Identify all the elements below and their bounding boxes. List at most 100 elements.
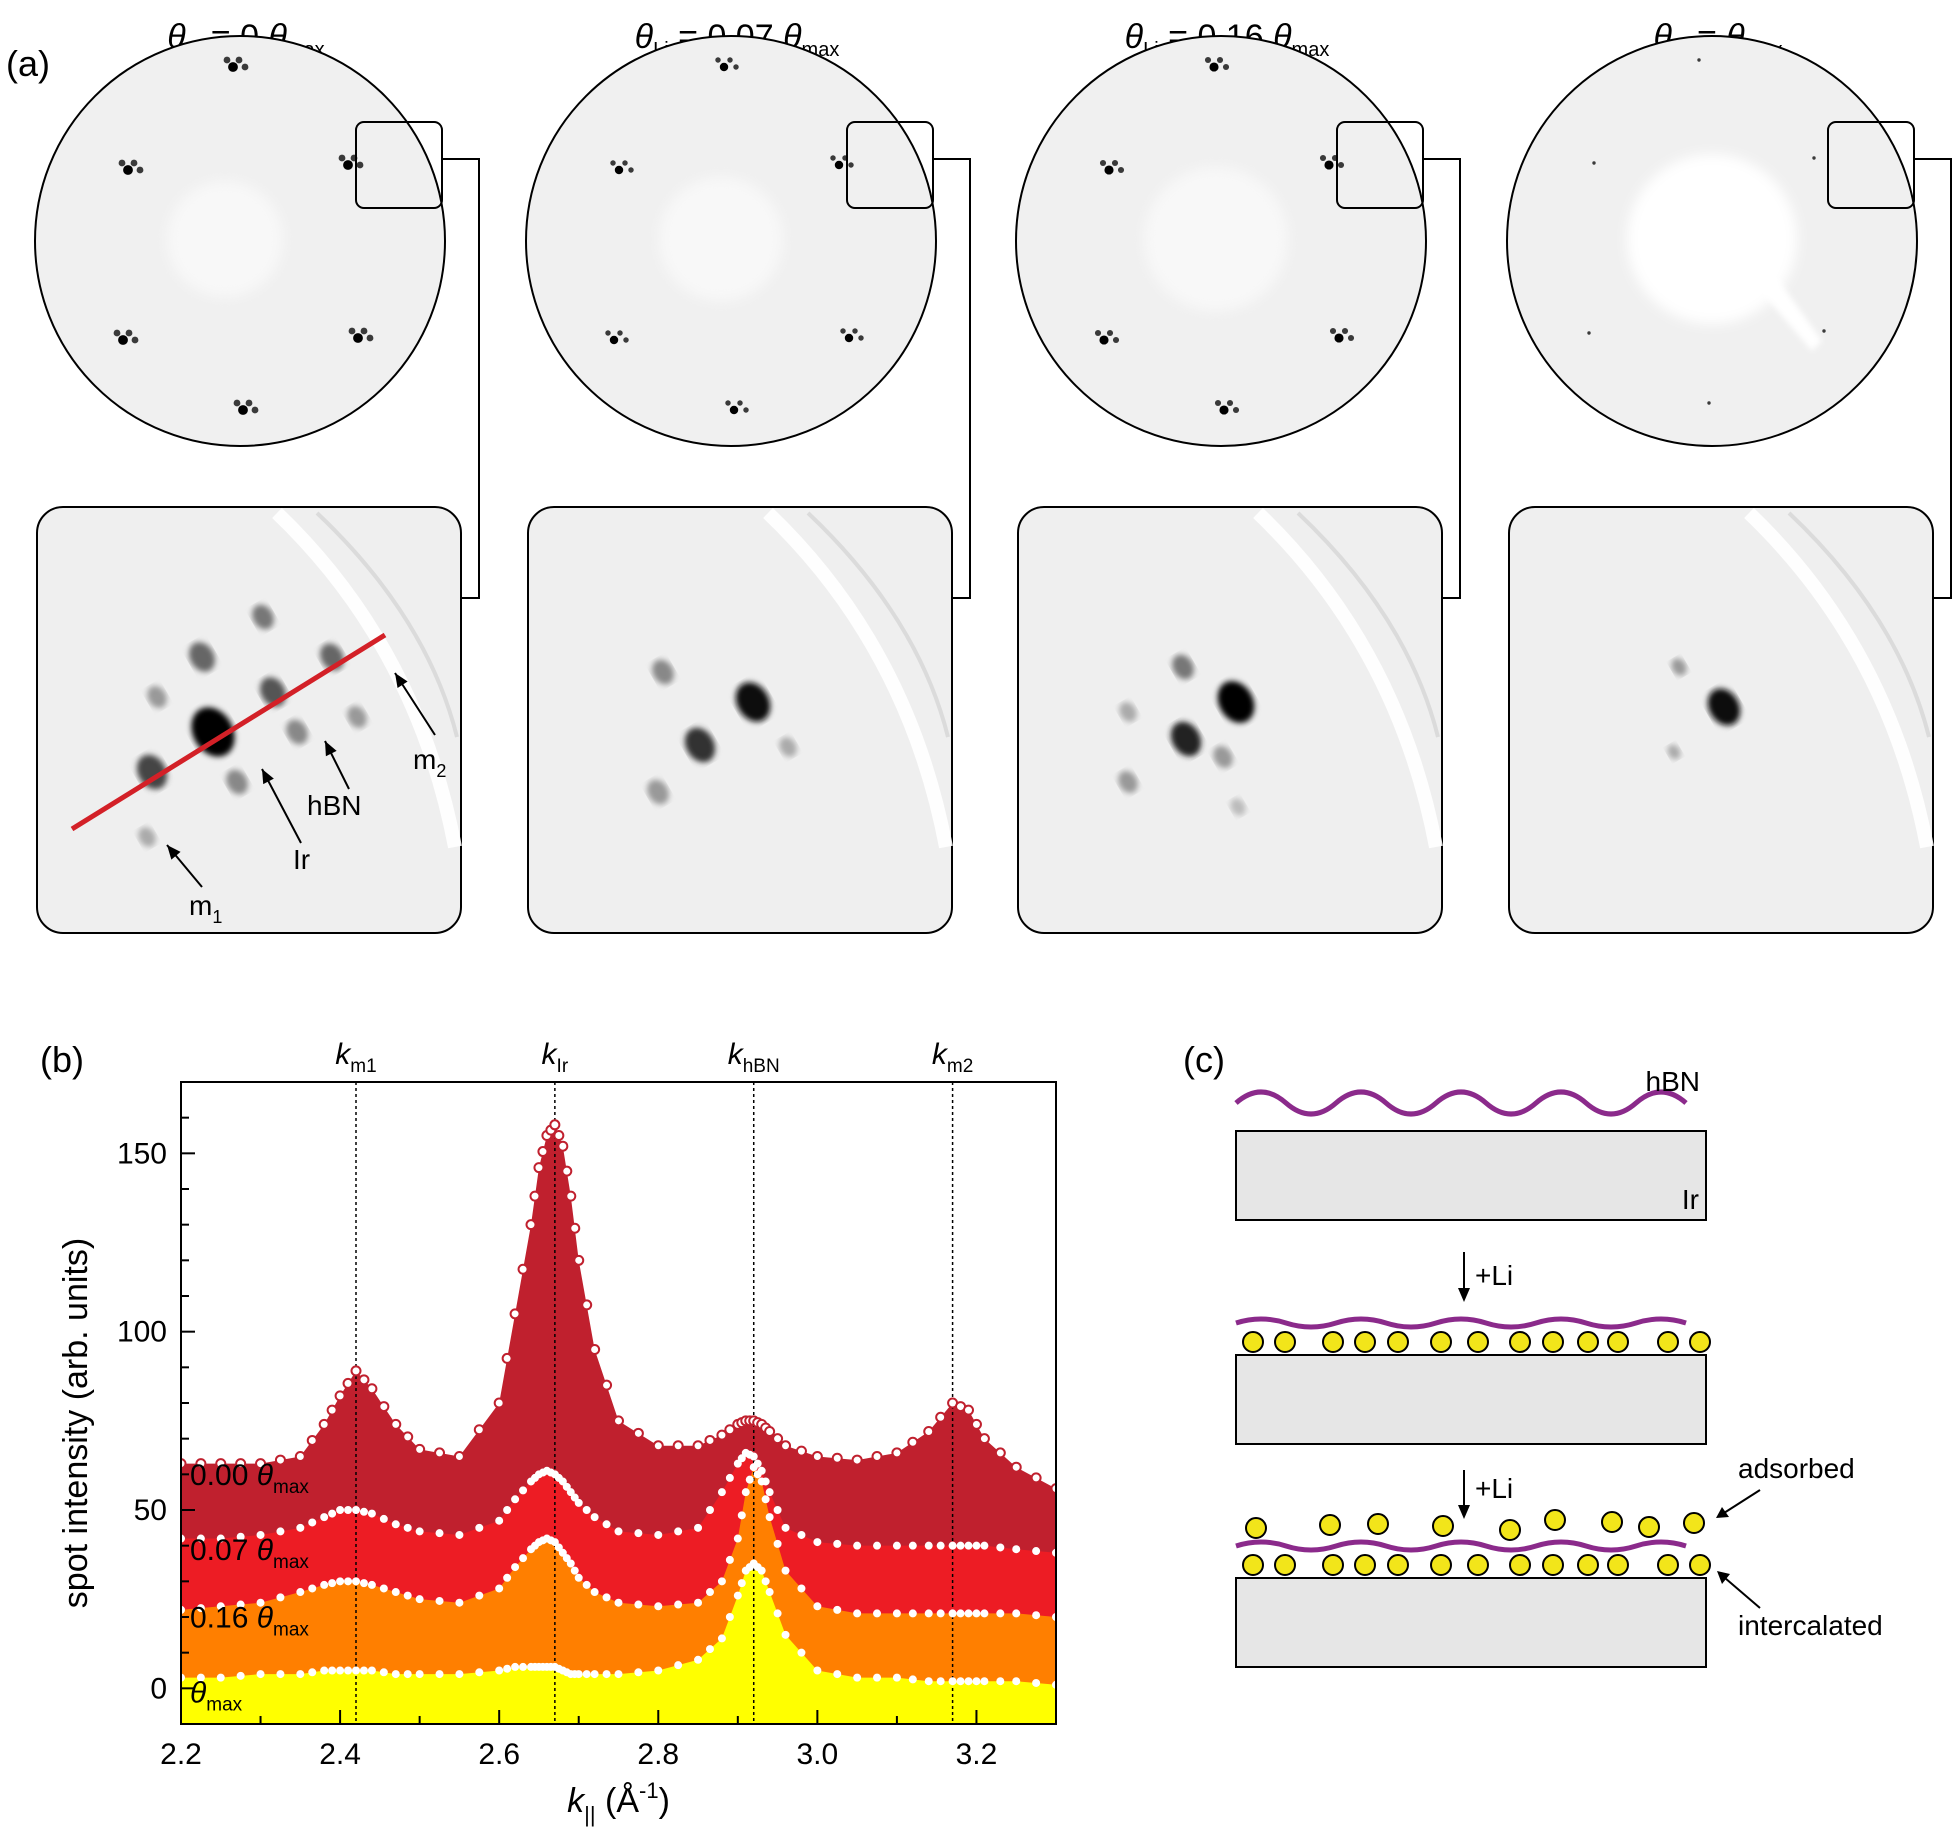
panel-c-label: (c) <box>1183 1039 1225 1080</box>
data-point <box>936 1541 945 1550</box>
diffraction-spot <box>1232 406 1240 414</box>
data-point <box>557 1140 569 1152</box>
data-point <box>574 1573 583 1582</box>
data-point <box>935 1411 947 1423</box>
x-tick-label: 2.4 <box>319 1738 361 1771</box>
data-point <box>367 1666 376 1675</box>
data-point <box>453 1451 465 1462</box>
data-point <box>294 1451 306 1462</box>
diffraction-spot <box>1222 63 1230 71</box>
diffraction-spot <box>733 64 739 70</box>
data-point <box>328 1509 337 1518</box>
y-tick-label: 0 <box>150 1672 167 1705</box>
series-label: 0.16 θmax <box>190 1602 309 1641</box>
data-point <box>306 1434 318 1446</box>
data-point <box>236 1600 245 1609</box>
data-point <box>765 1513 774 1522</box>
data-point <box>892 1541 901 1550</box>
ir-spot-label: Ir <box>293 844 310 875</box>
data-point <box>948 1541 957 1550</box>
peak-label: kIr <box>542 1038 569 1077</box>
arrow-head <box>395 673 408 689</box>
zoom-diffraction-spot <box>226 769 248 795</box>
data-point <box>972 1677 981 1686</box>
screen-edge-arc <box>272 507 462 849</box>
zoom-diffraction-spot <box>735 682 771 722</box>
data-point <box>781 1566 790 1575</box>
intercalated-atoms-row <box>1242 1331 1711 1353</box>
li-atom <box>1509 1331 1531 1353</box>
zoom-region-box <box>1336 121 1424 209</box>
data-point <box>980 1677 989 1686</box>
x-tick-label: 2.8 <box>637 1738 679 1771</box>
screen-edge-arc <box>1744 507 1934 849</box>
data-point <box>195 1458 207 1470</box>
data-point <box>344 1506 353 1514</box>
data-point <box>434 1447 446 1459</box>
zoom-diffraction-spot <box>191 707 235 757</box>
data-point <box>511 1662 520 1671</box>
data-point <box>761 1577 770 1586</box>
data-point <box>717 1488 726 1497</box>
zoom-diffraction-spot <box>1230 798 1246 816</box>
zoom-diffraction-spot <box>652 659 674 685</box>
data-point <box>582 1580 591 1589</box>
data-point <box>455 1530 464 1539</box>
li-atom <box>1322 1331 1344 1353</box>
zoom-region-box <box>355 121 443 209</box>
data-point <box>705 1588 714 1597</box>
data-point <box>308 1668 317 1677</box>
data-point <box>558 1548 567 1557</box>
x-axis-label: k|| (Å-1) <box>567 1778 670 1827</box>
data-point <box>602 1670 611 1679</box>
data-point <box>296 1588 305 1597</box>
data-point <box>733 1534 742 1543</box>
data-point <box>537 1146 549 1158</box>
data-point <box>924 1677 933 1686</box>
markers-series-3 <box>181 1463 1056 1621</box>
data-point <box>674 1600 683 1609</box>
diffraction-spot <box>1111 159 1119 167</box>
diffraction-spot <box>348 327 356 335</box>
data-point <box>795 1445 807 1457</box>
diffraction-spot <box>848 162 854 168</box>
diffraction-spot <box>223 56 231 64</box>
data-point <box>328 1666 337 1675</box>
data-point <box>970 1418 982 1430</box>
diffraction-spot <box>1104 165 1114 175</box>
data-point <box>581 1299 593 1311</box>
data-point <box>553 1130 565 1141</box>
y-tick-label: 50 <box>134 1494 167 1527</box>
li-atom <box>1319 1514 1341 1536</box>
data-point <box>924 1541 933 1550</box>
li-atom <box>1242 1554 1264 1576</box>
data-point <box>1032 1611 1041 1620</box>
diffraction-spot <box>1812 156 1816 160</box>
data-point <box>391 1588 400 1597</box>
li-atom <box>1322 1554 1344 1576</box>
data-point <box>414 1443 426 1455</box>
data-point <box>503 1506 512 1514</box>
y-axis-label: spot intensity (arb. units) <box>57 1238 95 1608</box>
li-atom <box>1430 1331 1452 1353</box>
plot-area <box>181 1082 1056 1724</box>
zoom-region-box <box>846 121 934 209</box>
data-point <box>590 1588 599 1597</box>
data-point <box>519 1486 528 1495</box>
diffraction-spot <box>729 405 739 415</box>
zoom-diffraction-spot <box>1172 654 1194 680</box>
data-point <box>813 1666 822 1675</box>
data-point <box>717 1634 726 1643</box>
hbn-membrane-flattened <box>1235 1539 1687 1553</box>
data-point <box>582 1670 591 1679</box>
diffraction-spot <box>228 62 238 72</box>
data-point <box>672 1440 684 1452</box>
zoom-diffraction-spot <box>1707 688 1741 726</box>
data-point <box>936 1677 945 1686</box>
data-point <box>493 1397 505 1409</box>
data-point <box>519 1554 528 1563</box>
zoom-diffraction-spot <box>1217 681 1255 723</box>
data-point <box>235 1458 247 1470</box>
schematic-intercalated <box>1235 1316 1711 1445</box>
